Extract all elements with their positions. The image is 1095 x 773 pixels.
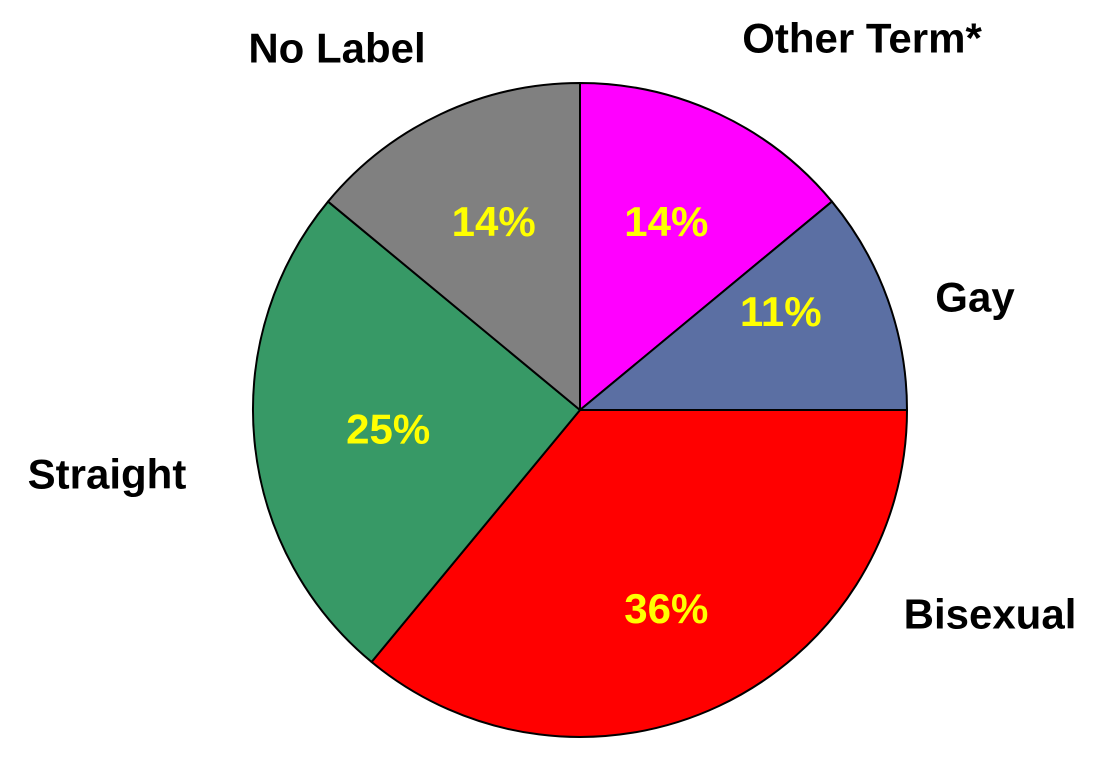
pie-category-labels: Other Term* Gay Bisexual Straight No Label (28, 15, 1077, 638)
pie-slice-other-term (579, 82, 833, 411)
pie-slice-gay (579, 200, 908, 411)
value-label-bisexual: 36% (624, 585, 708, 632)
pie-slices (252, 82, 908, 738)
category-label-gay: Gay (935, 274, 1015, 321)
pie-slice-bisexual (370, 409, 908, 738)
value-label-straight: 25% (346, 406, 430, 453)
category-label-no-label: No Label (248, 25, 425, 72)
value-label-gay: 11% (740, 288, 822, 335)
category-label-other-term: Other Term* (742, 15, 982, 62)
pie-slice-straight (252, 200, 581, 663)
pie-value-labels: 14% 11% 36% 25% 14% (346, 198, 822, 632)
pie-slice-no-label (327, 82, 581, 411)
category-label-straight: Straight (28, 451, 187, 498)
value-label-other-term: 14% (624, 198, 708, 245)
category-label-bisexual: Bisexual (904, 591, 1077, 638)
value-label-no-label: 14% (452, 198, 536, 245)
